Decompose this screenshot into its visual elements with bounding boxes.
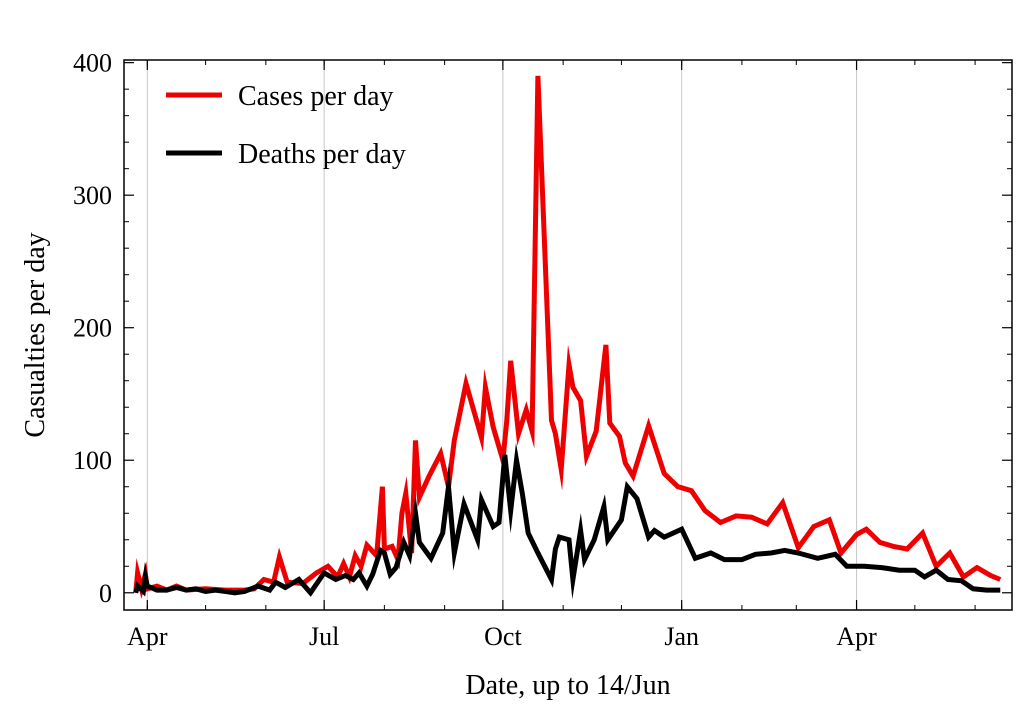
x-tick-label: Jan	[664, 622, 699, 651]
x-tick-label: Apr	[836, 622, 877, 651]
x-tick-label: Apr	[127, 622, 168, 651]
series-line-cases	[133, 75, 1002, 599]
y-tick-label: 200	[73, 314, 112, 343]
x-axis-title: Date, up to 14/Jun	[465, 670, 670, 701]
series-lines	[133, 75, 1002, 600]
legend-label: Cases per day	[238, 81, 394, 112]
axis-ticks: Apr Jul Oct Jan Apr 0 100 200 300 400	[73, 49, 1012, 651]
y-tick-label: 400	[73, 49, 112, 78]
legend-label: Deaths per day	[238, 139, 406, 170]
plot-frame	[123, 59, 1013, 611]
x-tick-label: Jul	[309, 622, 339, 651]
x-tick-label: Oct	[484, 622, 522, 651]
y-tick-label: 300	[73, 181, 112, 210]
y-tick-label: 0	[99, 579, 112, 608]
y-axis-title: Casualties per day	[20, 232, 51, 437]
grid-lines	[146, 60, 858, 610]
legend: Cases per day Deaths per day	[166, 81, 406, 170]
series-line-deaths	[133, 442, 1001, 600]
y-tick-label: 100	[73, 446, 112, 475]
